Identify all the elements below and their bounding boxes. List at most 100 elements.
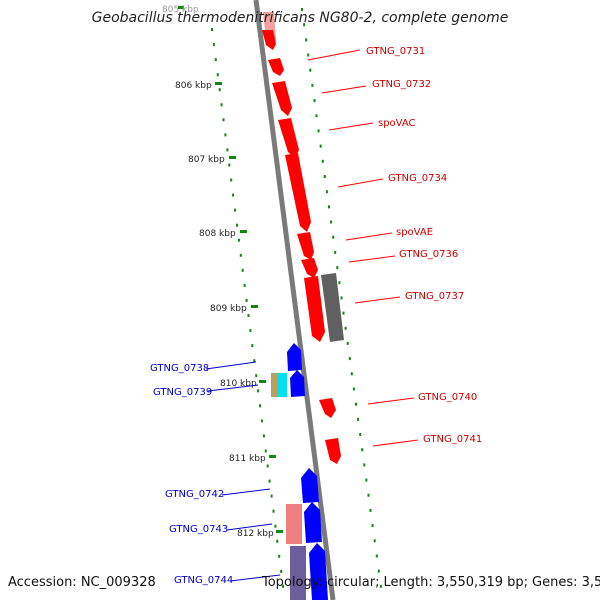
gene-label-gtng-0738[interactable]: GTNG_0738: [150, 363, 209, 374]
guide-dot: [330, 220, 333, 224]
guide-dot: [311, 83, 314, 87]
gene-block-pink[interactable]: [286, 504, 302, 544]
gene-arrow-gtng-0736[interactable]: [301, 258, 318, 278]
guide-dot: [369, 508, 372, 512]
guide-dot: [278, 554, 281, 558]
forward-strand-genes: [262, 12, 344, 464]
gene-label-gtng-0736[interactable]: GTNG_0736: [399, 249, 458, 260]
guide-dot: [336, 266, 339, 270]
gene-block-cyan[interactable]: [278, 373, 287, 397]
guide-dot: [346, 341, 349, 345]
gene-label-gtng-0731[interactable]: GTNG_0731: [366, 46, 425, 57]
gene-arrow-gtng-0738[interactable]: [287, 343, 302, 371]
guide-dot: [264, 449, 267, 453]
guide-dot: [280, 569, 283, 573]
gene-arrow-spovae[interactable]: [297, 232, 314, 260]
guide-dot: [282, 584, 285, 588]
gene-arrow-gtng-0731[interactable]: [262, 30, 276, 50]
gene-arrow-spovad[interactable]: [278, 118, 299, 158]
tick-mark: [269, 455, 276, 458]
guide-dot: [257, 389, 260, 393]
guide-dot: [363, 463, 366, 467]
tick-mark: [240, 230, 247, 233]
leader-line: [221, 488, 271, 496]
guide-dot: [319, 144, 322, 148]
gene-label-gtng-0741[interactable]: GTNG_0741: [423, 434, 482, 445]
guide-dot: [224, 133, 227, 137]
gene-arrow-gtng-0732[interactable]: [268, 58, 284, 76]
gene-arrow-gtng-0737a[interactable]: [304, 276, 325, 342]
gene-label-gtng-0737[interactable]: GTNG_0737: [405, 291, 464, 302]
gene-label-spovac[interactable]: spoVAC: [378, 118, 416, 129]
guide-dot: [350, 372, 353, 376]
tick-label: 808 kbp: [199, 229, 236, 239]
reverse-strand-genes: [271, 343, 328, 600]
tick-marks: 805 kbp 806 kbp 807 kbp 808 kbp 809 kbp …: [162, 5, 283, 539]
guide-dot: [321, 159, 324, 163]
guide-dot: [334, 250, 337, 254]
page-title: Geobacillus thermodenitrificans NG80-2, …: [91, 10, 509, 26]
guide-dot: [352, 387, 355, 391]
guide-dot: [228, 163, 231, 167]
guide-dots: [211, 8, 382, 588]
gene-arrow-gtng-0740[interactable]: [319, 398, 336, 418]
gene-label-gtng-0739[interactable]: GTNG_0739: [153, 387, 212, 398]
guide-dot: [301, 8, 303, 11]
guide-dot: [359, 433, 362, 436]
tick-806: 806 kbp: [175, 81, 222, 91]
leader-line: [226, 523, 273, 531]
guide-dot: [373, 539, 376, 543]
tick-mark: [229, 156, 236, 159]
leader-line: [337, 178, 384, 188]
tick-mark: [276, 530, 283, 533]
guide-dot: [216, 73, 219, 77]
gene-arrow-gtng-0739[interactable]: [290, 370, 305, 397]
gene-label-gtng-0732[interactable]: GTNG_0732: [372, 79, 431, 90]
gene-label-gtng-0740[interactable]: GTNG_0740: [418, 392, 477, 403]
guide-dot: [270, 494, 273, 498]
guide-dot: [361, 448, 364, 452]
gene-arrow-gtng-0742[interactable]: [301, 468, 319, 503]
guide-dot: [226, 148, 229, 152]
gene-label-gtng-0734[interactable]: GTNG_0734: [388, 173, 447, 184]
guide-dot: [344, 326, 347, 330]
guide-dot: [379, 584, 382, 588]
guide-dot: [251, 344, 254, 348]
tick-mark: [259, 380, 266, 383]
guide-dot: [365, 478, 368, 482]
topology-label: Topology: circular;: [262, 575, 380, 590]
guide-dot: [214, 58, 217, 62]
guide-dot: [249, 329, 252, 333]
guide-dot: [268, 479, 271, 483]
gene-arrow-gtng-0743[interactable]: [304, 502, 322, 543]
gene-arrow-gtng-0744[interactable]: [309, 543, 328, 600]
tick-label: 806 kbp: [175, 81, 212, 91]
tick-812: 812 kbp: [237, 529, 283, 539]
genes-count-label: Genes: 3,509: [532, 575, 600, 590]
genome-summary: Topology: circular; Length: 3,550,319 bp;…: [262, 575, 600, 590]
gene-label-gtng-0744[interactable]: GTNG_0744: [174, 575, 233, 586]
guide-dot: [317, 129, 320, 133]
leader-line: [229, 574, 281, 582]
guide-dot: [325, 190, 328, 194]
guide-dot: [220, 103, 223, 107]
tick-mark: [251, 305, 258, 308]
guide-dot: [375, 554, 378, 558]
gene-arrow-gtng-0737[interactable]: [321, 273, 344, 342]
guide-dot: [367, 493, 370, 497]
gene-block-olive[interactable]: [271, 373, 278, 397]
tick-label: 805 kbp: [162, 5, 199, 15]
leader-line: [205, 361, 257, 370]
guide-dot: [371, 524, 374, 528]
gene-arrow-spovac[interactable]: [272, 81, 292, 116]
guide-dot: [315, 114, 318, 118]
gene-label-gtng-0743[interactable]: GTNG_0743: [169, 524, 228, 535]
gene-block-slate[interactable]: [290, 546, 306, 600]
gene-arrow-gtng-0741[interactable]: [325, 438, 341, 464]
guide-dot: [274, 524, 277, 528]
gene-label-gtng-0742[interactable]: GTNG_0742: [165, 489, 224, 500]
gene-label-spovae[interactable]: spoVAE: [396, 227, 433, 238]
gene-arrow-gtng-0734[interactable]: [285, 153, 311, 232]
tick-807: 807 kbp: [188, 155, 236, 165]
